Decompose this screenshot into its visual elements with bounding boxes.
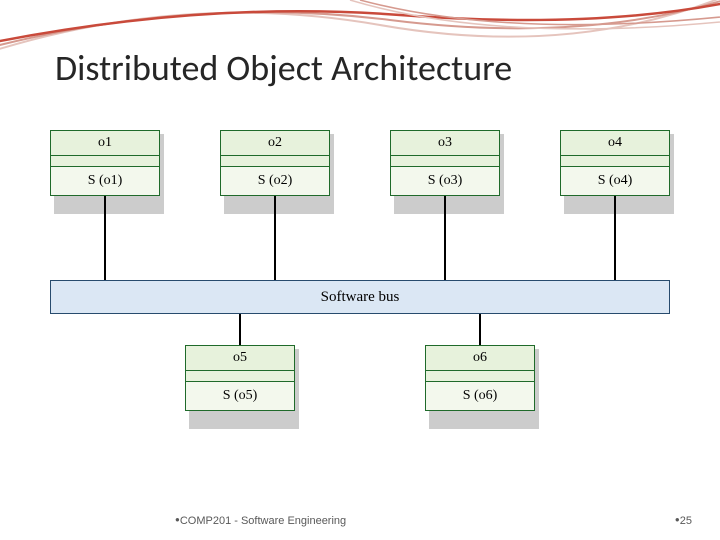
- bullet-icon: ●: [675, 515, 680, 524]
- object-o5: o5 S (o5): [185, 345, 295, 425]
- object-name: o6: [425, 345, 535, 371]
- object-o4: o4 S (o4): [560, 130, 670, 210]
- object-gap: [390, 156, 500, 166]
- object-service: S (o1): [50, 166, 160, 196]
- object-service: S (o5): [185, 381, 295, 411]
- object-o1: o1 S (o1): [50, 130, 160, 210]
- connector: [479, 314, 481, 345]
- object-gap: [220, 156, 330, 166]
- object-gap: [560, 156, 670, 166]
- object-name: o1: [50, 130, 160, 156]
- object-service: S (o3): [390, 166, 500, 196]
- object-name: o2: [220, 130, 330, 156]
- connector: [239, 314, 241, 345]
- page-number: 25: [680, 515, 692, 527]
- footer-right: ●25: [675, 515, 692, 527]
- bullet-icon: ●: [175, 515, 180, 524]
- object-name: o3: [390, 130, 500, 156]
- object-name: o5: [185, 345, 295, 371]
- object-service: S (o6): [425, 381, 535, 411]
- object-service: S (o2): [220, 166, 330, 196]
- object-gap: [185, 371, 295, 381]
- object-service: S (o4): [560, 166, 670, 196]
- slide-title: Distributed Object Architecture: [55, 46, 512, 90]
- object-o3: o3 S (o3): [390, 130, 500, 210]
- diagram: o1 S (o1) o2 S (o2) o3 S (o3) o4 S (o4): [50, 130, 670, 470]
- object-o2: o2 S (o2): [220, 130, 330, 210]
- software-bus: Software bus: [50, 280, 670, 314]
- object-gap: [50, 156, 160, 166]
- footer-left: ●COMP201 - Software Engineering: [175, 515, 346, 527]
- footer-course: COMP201 - Software Engineering: [180, 515, 346, 527]
- object-name: o4: [560, 130, 670, 156]
- top-row: o1 S (o1) o2 S (o2) o3 S (o3) o4 S (o4): [50, 130, 670, 210]
- object-gap: [425, 371, 535, 381]
- bottom-row: o5 S (o5) o6 S (o6): [185, 345, 535, 425]
- slide: Distributed Object Architecture o1 S (o1…: [0, 0, 720, 540]
- object-o6: o6 S (o6): [425, 345, 535, 425]
